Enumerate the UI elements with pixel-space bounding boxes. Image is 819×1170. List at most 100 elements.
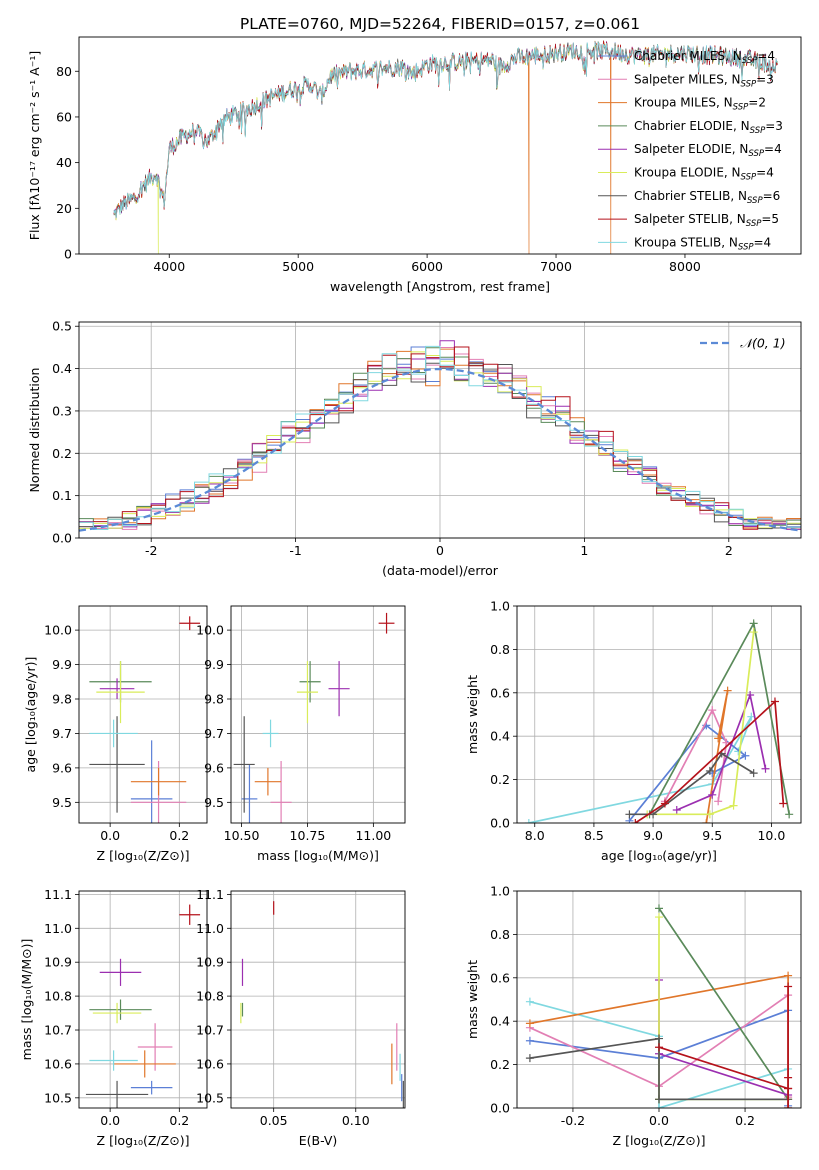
weight-marker: [741, 751, 750, 760]
errorbar-chabrier-stelib: [89, 716, 145, 813]
weight-marker: [708, 706, 717, 715]
weight-marker: [525, 997, 534, 1006]
x-tick-label: -2: [145, 543, 157, 558]
weight-marker: [631, 819, 640, 823]
panel-age-vs-Z: 0.0 0.2 9.5 9.6 9.7 9.8 9.9 10.0 Z [log₁₀(Z/Z⊙)]…: [23, 605, 208, 863]
weight-marker: [749, 769, 758, 778]
y-tick-label: 10.5: [196, 1090, 224, 1105]
y-tick-label: 0: [64, 247, 72, 262]
y-tick-label: 0.3: [52, 403, 72, 418]
y-tick-label: 80: [56, 64, 72, 79]
weight-marker: [660, 799, 669, 808]
weight-line: [628, 724, 747, 822]
x-tick-label: 10.50: [224, 828, 260, 843]
errorbar-kroupa-elodie: [296, 661, 318, 724]
weight-line: [647, 631, 755, 816]
x-tick-label: 8000: [669, 259, 701, 274]
y-tick-label: 11.1: [196, 887, 224, 902]
x-tick-label: 0.05: [260, 1113, 288, 1128]
legend-label: 𝒩(0, 1): [740, 336, 786, 351]
y-tick-label: 10.6: [44, 1056, 72, 1071]
y-tick-label: 9.6: [52, 760, 72, 775]
weight-marker: [525, 1019, 534, 1028]
errorbar-kroupa-stelib: [89, 1050, 138, 1071]
errorbar-salpeter-miles: [270, 761, 292, 823]
weight-series-chabrier-elodie: [645, 619, 794, 819]
errorbar-chabrier-miles: [130, 740, 173, 823]
spectrum-line-kroupa-stelib: [113, 41, 778, 219]
legend-label: Kroupa ELODIE, NSSP=4: [634, 166, 774, 183]
y-tick-label: 9.8: [52, 692, 72, 707]
errorbar-salpeter-stelib: [378, 612, 395, 634]
weight-marker: [525, 1036, 534, 1045]
y-tick-label: 0.5: [52, 319, 72, 334]
y-tick-label: 11.0: [44, 921, 72, 936]
weight-marker: [761, 764, 770, 773]
y-tick-label: 10.8: [196, 989, 224, 1004]
normal-curve: [78, 367, 802, 532]
x-tick-label: 8.5: [584, 828, 604, 843]
weight-marker: [655, 913, 663, 922]
weight-marker: [625, 810, 634, 819]
y-tick-label: 9.6: [204, 760, 224, 775]
y-axis-label: mass weight: [465, 960, 480, 1039]
x-tick-label: 8.0: [525, 828, 545, 843]
y-tick-label: 40: [56, 155, 72, 170]
panel-weight-vs-Z: -0.2 0.0 0.2 0.0 0.2 0.4 0.6 0.8 1.0 Z [log₁₀(Z/Z…: [465, 884, 802, 1148]
axes-frame: [230, 605, 406, 824]
x-tick-label: 9.5: [702, 828, 722, 843]
spectrum-legend: Chabrier MILES, NSSP=4 Salpeter MILES, NS…: [598, 49, 783, 252]
y-tick-label: 20: [56, 201, 72, 216]
y-axis-label: Flux [fλ10⁻¹⁷ erg cm⁻² s⁻¹ A⁻¹]: [27, 51, 42, 240]
y-tick-label: 1.0: [490, 884, 510, 899]
legend-label: Kroupa STELIB, NSSP=4: [634, 235, 771, 252]
weight-marker: [784, 982, 793, 991]
weight-marker: [655, 1104, 663, 1108]
x-tick-label: 9.0: [643, 828, 663, 843]
errorbar-salpeter-elodie: [99, 958, 142, 986]
legend-label: Chabrier STELIB, NSSP=6: [634, 189, 780, 206]
y-tick-label: 10.7: [44, 1023, 72, 1038]
weight-marker: [784, 971, 793, 980]
weight-line: [634, 699, 785, 823]
axes-frame: [78, 605, 208, 824]
weight-marker: [749, 628, 758, 637]
weight-marker: [784, 1104, 793, 1108]
x-tick-label: 10.75: [290, 828, 326, 843]
x-tick-label: 0.10: [342, 1113, 370, 1128]
y-tick-label: 9.7: [204, 726, 224, 741]
x-axis-label: Z [log₁₀(Z/Z⊙)]: [97, 848, 190, 863]
y-tick-label: 11.1: [44, 887, 72, 902]
x-tick-label: -0.2: [561, 1113, 585, 1128]
x-tick-label: 7000: [540, 259, 572, 274]
weight-marker: [784, 1073, 793, 1082]
x-tick-label: 11.00: [355, 828, 391, 843]
weight-line: [658, 980, 789, 1096]
x-tick-label: 1: [580, 543, 588, 558]
weight-marker: [770, 697, 779, 706]
weight-series-kroupa-miles: [702, 686, 732, 823]
weight-marker: [785, 810, 794, 819]
errorbar-chabrier-stelib: [85, 1080, 149, 1108]
x-tick-label: 6000: [411, 259, 443, 274]
weight-marker: [525, 1054, 534, 1063]
y-tick-label: 1.0: [490, 599, 510, 614]
y-tick-label: 0.8: [490, 927, 510, 942]
legend-label: Kroupa MILES, NSSP=2: [634, 96, 766, 113]
panel-mass-vs-EBV: 0.05 0.10 10.5 10.6 10.7 10.8 10.9 11.0 11.1 E(B-…: [196, 887, 406, 1148]
figure-title: PLATE=0760, MJD=52264, FIBERID=0157, z=0…: [240, 15, 640, 33]
x-axis-label: Z [log₁₀(Z/Z⊙)]: [613, 1133, 706, 1148]
legend-label: Salpeter MILES, NSSP=3: [634, 72, 774, 89]
errorbar-chabrier-stelib: [233, 716, 255, 813]
weight-line: [676, 691, 767, 811]
weight-line: [528, 716, 753, 823]
y-tick-label: 10.0: [44, 623, 72, 638]
y-tick-label: 9.9: [204, 657, 224, 672]
errorbar-kroupa-miles: [254, 767, 282, 796]
x-tick-label: 4000: [153, 259, 185, 274]
weight-marker: [714, 734, 723, 743]
y-tick-label: 9.5: [52, 795, 72, 810]
weight-marker: [655, 1095, 663, 1104]
weight-marker: [672, 805, 681, 814]
weight-marker: [705, 766, 714, 775]
